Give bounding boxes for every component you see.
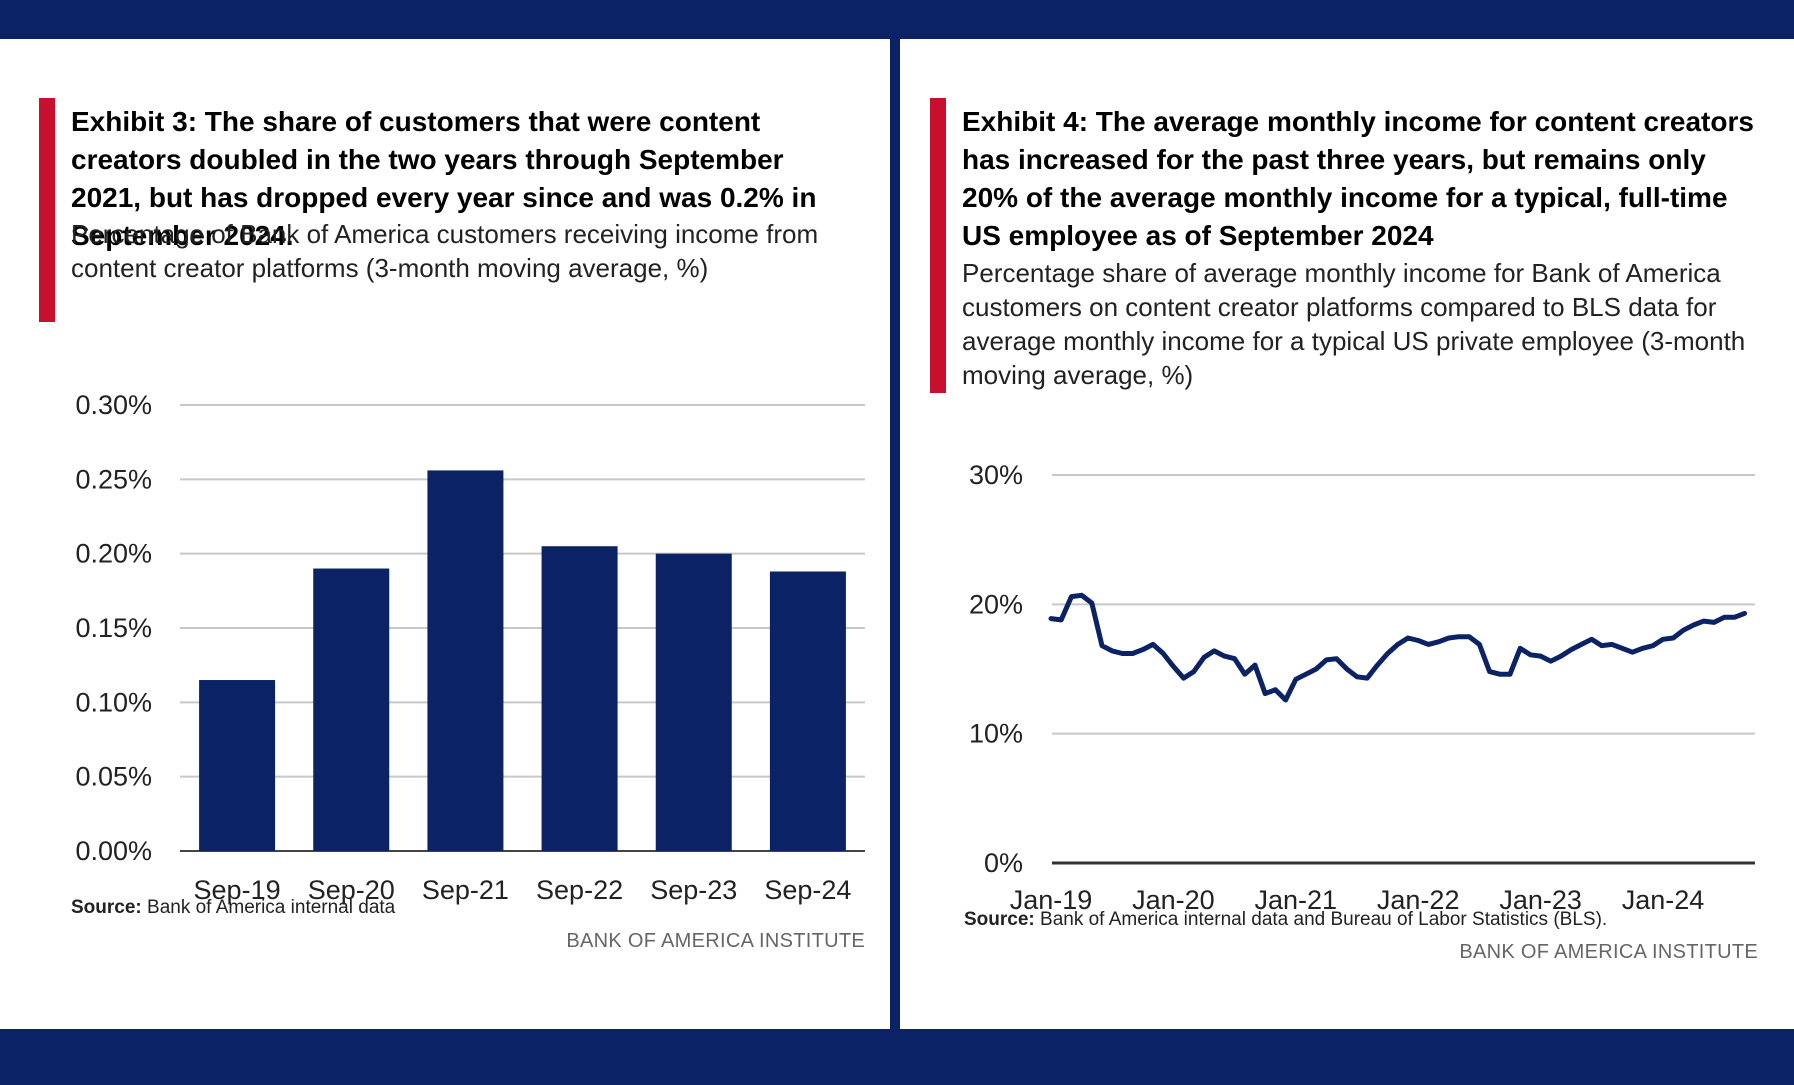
exhibit-3-subtitle: Percentage of Bank of America customers … xyxy=(71,219,819,283)
exhibit-4-panel: Exhibit 4: The average monthly income fo… xyxy=(900,39,1794,1029)
source-label: Source: xyxy=(964,909,1035,930)
exhibit-4-subtitle: Percentage share of average monthly inco… xyxy=(962,258,1746,390)
y-tick-label: 20% xyxy=(969,589,1023,619)
y-tick-label: 0.10% xyxy=(75,687,152,717)
x-tick-label: Sep-23 xyxy=(650,875,737,905)
y-tick-label: 0.20% xyxy=(75,539,152,569)
x-tick-label: Sep-21 xyxy=(422,875,509,905)
exhibit-4-title: Exhibit 4: The average monthly income fo… xyxy=(962,106,1754,251)
y-tick-label: 30% xyxy=(969,460,1023,490)
bar xyxy=(541,546,618,851)
x-tick-label: Jan-22 xyxy=(1377,885,1460,915)
x-tick-label: Sep-22 xyxy=(536,875,623,905)
bar xyxy=(655,553,732,851)
y-tick-label: 0.30% xyxy=(75,390,152,420)
x-tick-label: Sep-24 xyxy=(764,875,851,905)
top-band xyxy=(0,0,1794,39)
red-accent-bar xyxy=(930,98,946,393)
brand-label: BANK OF AMERICA INSTITUTE xyxy=(566,930,865,952)
x-tick-label: Jan-23 xyxy=(1499,885,1582,915)
bar xyxy=(313,568,390,851)
y-tick-label: 0.05% xyxy=(75,762,152,792)
bar-chart: 0.00% 0.05% 0.10% 0.15% 0.20% 0.25% 0.30% Sep-1… xyxy=(75,390,865,905)
series-line xyxy=(1048,592,1748,703)
brand-label: BANK OF AMERICA INSTITUTE xyxy=(1459,941,1758,963)
exhibit-4-source: Source: Bank of America internal data an… xyxy=(964,909,1607,931)
exhibit-3-source: Source: Bank of America internal data xyxy=(71,897,395,919)
y-tick-label: 0% xyxy=(984,848,1023,878)
bar xyxy=(427,470,504,851)
bar xyxy=(769,571,846,851)
red-accent-bar xyxy=(39,98,55,322)
x-tick-label: Sep-19 xyxy=(194,875,281,905)
x-tick-label: Sep-20 xyxy=(308,875,395,905)
y-tick-label: 0.25% xyxy=(75,464,152,494)
x-tick-label: Jan-24 xyxy=(1622,885,1705,915)
y-tick-label: 0.15% xyxy=(75,613,152,643)
source-text: Bank of America internal data and Bureau… xyxy=(1040,909,1608,930)
line-chart: 0% 10% 20% 30% Jan-19 Jan-20 Jan-21 Jan-22 Jan-2… xyxy=(969,460,1755,915)
x-tick-label: Jan-19 xyxy=(1010,885,1093,915)
bar xyxy=(199,680,276,851)
y-tick-label: 0.00% xyxy=(75,836,152,866)
bottom-band xyxy=(0,1029,1794,1085)
source-text: Bank of America internal data xyxy=(147,897,396,918)
x-tick-label: Jan-20 xyxy=(1132,885,1215,915)
y-tick-label: 10% xyxy=(969,719,1023,749)
source-label: Source: xyxy=(71,897,142,918)
exhibit-3-title: Exhibit 3: The share of customers that w… xyxy=(71,106,817,251)
x-tick-label: Jan-21 xyxy=(1255,885,1338,915)
exhibit-3-panel: Exhibit 3: The share of customers that w… xyxy=(0,39,890,1029)
